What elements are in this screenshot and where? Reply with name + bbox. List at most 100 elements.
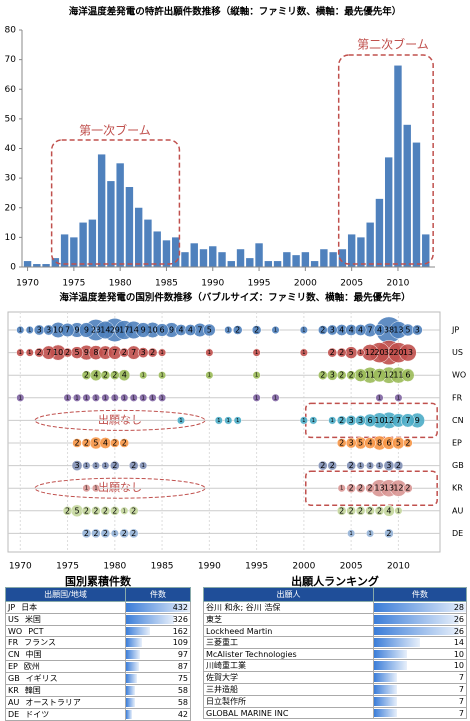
bubble-label: 1 xyxy=(331,418,334,424)
count: 162 xyxy=(172,626,188,636)
bar xyxy=(190,243,198,267)
bubble-label: 8 xyxy=(377,439,382,448)
bubble xyxy=(184,324,197,336)
bubble xyxy=(328,416,337,425)
bubble xyxy=(327,460,338,471)
row-label: KR xyxy=(452,484,463,493)
bar xyxy=(292,255,300,267)
bubble xyxy=(101,393,110,402)
count-cell: 7 xyxy=(373,671,467,684)
bubble-label: 1 xyxy=(255,395,258,401)
bubble-label: 12 xyxy=(384,371,394,380)
bubble-label: 7 xyxy=(112,348,117,357)
bubble-label: 1 xyxy=(160,373,163,379)
bubble-label: 10 xyxy=(53,326,63,335)
label: US xyxy=(8,615,19,624)
bubble-label: 2 xyxy=(131,461,136,470)
label-cell: 川崎重工業 xyxy=(203,659,374,672)
bar xyxy=(338,249,347,267)
bubble-label: 5 xyxy=(405,326,410,335)
count: 109 xyxy=(172,638,188,647)
bar xyxy=(199,249,208,267)
bubble xyxy=(81,370,92,380)
data-bar xyxy=(374,709,397,717)
row: 三菱重工 14 xyxy=(203,636,467,649)
bubble-label: 7 xyxy=(396,416,401,425)
row: EP 欧州 87 xyxy=(5,660,191,673)
bubble-label: 7 xyxy=(46,348,51,357)
bubble-label: 9 xyxy=(141,326,146,335)
bubble xyxy=(158,348,167,357)
bubble-label: 1 xyxy=(368,463,371,469)
count-cell: 42 xyxy=(125,708,191,721)
bubble-label: 5 xyxy=(349,348,354,357)
bubble-label: 1 xyxy=(75,395,78,401)
bar xyxy=(255,243,263,267)
bar xyxy=(125,187,134,267)
bubble xyxy=(62,347,73,358)
row: Lockheed Martin 26 xyxy=(203,625,467,637)
bubble xyxy=(96,321,115,339)
label: KR xyxy=(8,686,19,695)
count-cell: 97 xyxy=(125,648,191,661)
label-cell: 佐賀大学 xyxy=(203,671,374,684)
count-cell: 14 xyxy=(373,636,467,649)
bubble xyxy=(176,416,186,425)
label-cell: 東芝 xyxy=(203,613,374,626)
bubble xyxy=(110,506,120,516)
bubble-label: 2 xyxy=(74,439,79,448)
bubble-label: 6 xyxy=(368,416,373,425)
bubble-label: 13 xyxy=(403,348,413,357)
bubble xyxy=(128,528,139,539)
bubble xyxy=(346,483,356,493)
count-cell: 7 xyxy=(373,683,467,696)
bubble xyxy=(365,506,375,516)
bubble-label: 2 xyxy=(131,529,136,538)
row: DE ドイツ 42 xyxy=(5,708,191,721)
bubble xyxy=(365,483,375,493)
count: 432 xyxy=(172,603,188,612)
bubble-label: 1 xyxy=(19,328,22,334)
boom-label: 第一次ブーム xyxy=(79,123,151,138)
bubble-label: 1 xyxy=(227,418,230,424)
bubble-label: 4 xyxy=(122,371,127,380)
bubble xyxy=(252,371,261,380)
data-bar xyxy=(126,627,150,635)
row: GB イギリス 75 xyxy=(5,672,191,685)
bubble-label: 4 xyxy=(358,326,363,335)
row-label: CN xyxy=(452,416,464,425)
bubble xyxy=(110,438,120,448)
bubble-label: 3 xyxy=(37,326,42,335)
x-tick-label: 1995 xyxy=(248,279,271,289)
bubble xyxy=(139,393,148,402)
label-cell: 三菱重工 xyxy=(203,636,374,649)
bar xyxy=(88,219,97,267)
bubble-label: 1 xyxy=(208,350,211,356)
row-label: EP xyxy=(452,439,462,448)
label: 日立製作所 xyxy=(206,697,246,706)
x-tick-label: 1985 xyxy=(151,562,174,572)
data-bar xyxy=(126,662,139,671)
bubble xyxy=(205,348,214,357)
bubble-label: 2 xyxy=(339,416,344,425)
bubble-label: 1 xyxy=(19,395,22,401)
bubble-label: 2 xyxy=(131,506,136,515)
bubble-label: 1 xyxy=(94,486,97,492)
label: JP xyxy=(8,603,16,612)
bubble-label: 2 xyxy=(93,529,98,538)
bubble-label: 9 xyxy=(84,326,89,335)
data-bar xyxy=(374,673,397,682)
bubble-label: 2 xyxy=(339,506,344,515)
label: GB xyxy=(8,674,20,683)
bubble-label: 7 xyxy=(368,326,373,335)
x-tick-label: 1980 xyxy=(103,562,126,572)
row: 三井造船 7 xyxy=(203,683,467,696)
bubble-label: 2 xyxy=(150,348,155,357)
y-tick-label: 10 xyxy=(5,233,17,243)
bubble-label: 2 xyxy=(320,461,325,470)
bubble-label: 5 xyxy=(93,439,98,448)
bubble xyxy=(336,415,347,426)
data-bar xyxy=(374,603,466,612)
bubble xyxy=(110,529,119,538)
bubble xyxy=(394,506,403,515)
